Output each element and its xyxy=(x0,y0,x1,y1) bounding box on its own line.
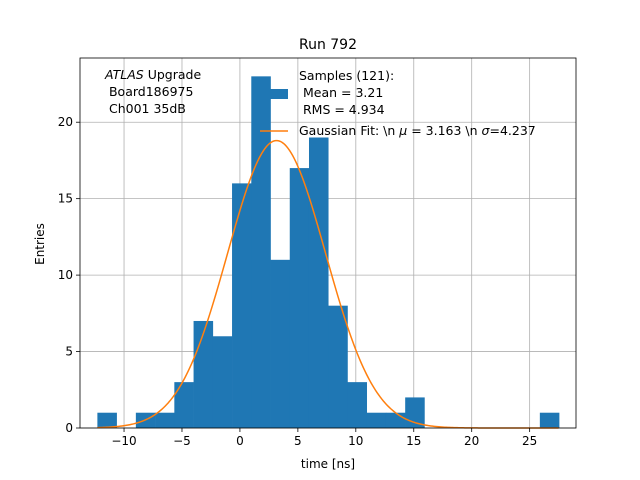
legend-histogram-label-3: RMS = 4.934 xyxy=(299,102,385,117)
legend-fit-label: Gaussian Fit: \n μ = 3.163 \n σ=4.237 xyxy=(299,123,536,138)
x-axis-label: time [ns] xyxy=(301,457,355,471)
x-tick-label: 0 xyxy=(236,434,244,448)
legend-fit-label-post: =4.237 xyxy=(489,123,535,138)
y-tick-label: 10 xyxy=(58,268,73,282)
legend-fit-sigma: σ xyxy=(482,123,491,138)
histogram-bar xyxy=(347,382,368,428)
histogram-bar xyxy=(308,137,329,428)
info-upgrade: Upgrade xyxy=(144,67,202,82)
x-tick-label: 25 xyxy=(522,434,537,448)
info-annotation: ATLAS Upgrade Board186975 Ch001 35dB xyxy=(104,67,201,116)
x-axis-ticks: −10 −5 0 5 10 15 20 25 xyxy=(111,428,537,448)
histogram-bar xyxy=(328,305,348,428)
y-tick-label: 5 xyxy=(65,345,73,359)
plot-frame xyxy=(79,57,577,429)
histogram-bar xyxy=(385,412,406,428)
y-tick-label: 15 xyxy=(58,192,73,206)
legend-fit-label-pre: Gaussian Fit: \n xyxy=(299,123,399,138)
x-tick-label: 5 xyxy=(294,434,302,448)
histogram-bar xyxy=(539,412,560,428)
legend: Samples (121): Mean = 3.21 RMS = 4.934 G… xyxy=(260,68,536,138)
legend-fit-label-mid: = 3.163 \n xyxy=(407,123,481,138)
y-tick-label: 20 xyxy=(58,115,73,129)
chart-title: Run 792 xyxy=(299,37,357,53)
y-axis-ticks: 0 5 10 15 20 xyxy=(58,115,80,435)
histogram-bar xyxy=(232,183,252,428)
histogram-bar xyxy=(289,168,310,428)
histogram-bar xyxy=(174,382,194,428)
legend-histogram-label-1: Samples (121): xyxy=(299,68,394,83)
histogram-bar xyxy=(270,259,291,428)
info-line-2: Board186975 xyxy=(105,84,193,99)
legend-fit-mu: μ xyxy=(398,123,407,138)
info-line-1: ATLAS Upgrade xyxy=(104,67,201,82)
histogram-bar xyxy=(405,397,425,428)
x-tick-label: −10 xyxy=(111,434,136,448)
x-tick-label: 20 xyxy=(464,434,479,448)
legend-histogram-swatch xyxy=(260,89,288,99)
y-tick-label: 0 xyxy=(65,421,73,435)
y-axis-label: Entries xyxy=(33,223,47,265)
info-line-3: Ch001 35dB xyxy=(105,101,186,116)
histogram-bar xyxy=(193,320,214,428)
histogram-bar xyxy=(155,412,175,428)
histogram-bar xyxy=(97,412,117,428)
histogram-bar xyxy=(251,76,271,428)
legend-histogram-label-2: Mean = 3.21 xyxy=(299,85,383,100)
x-tick-label: 10 xyxy=(348,434,363,448)
info-atlas: ATLAS xyxy=(104,67,144,82)
histogram-bar xyxy=(366,412,387,428)
x-tick-label: −5 xyxy=(173,434,191,448)
histogram-bars xyxy=(97,76,560,428)
histogram-bar xyxy=(212,336,233,428)
x-tick-label: 15 xyxy=(406,434,421,448)
